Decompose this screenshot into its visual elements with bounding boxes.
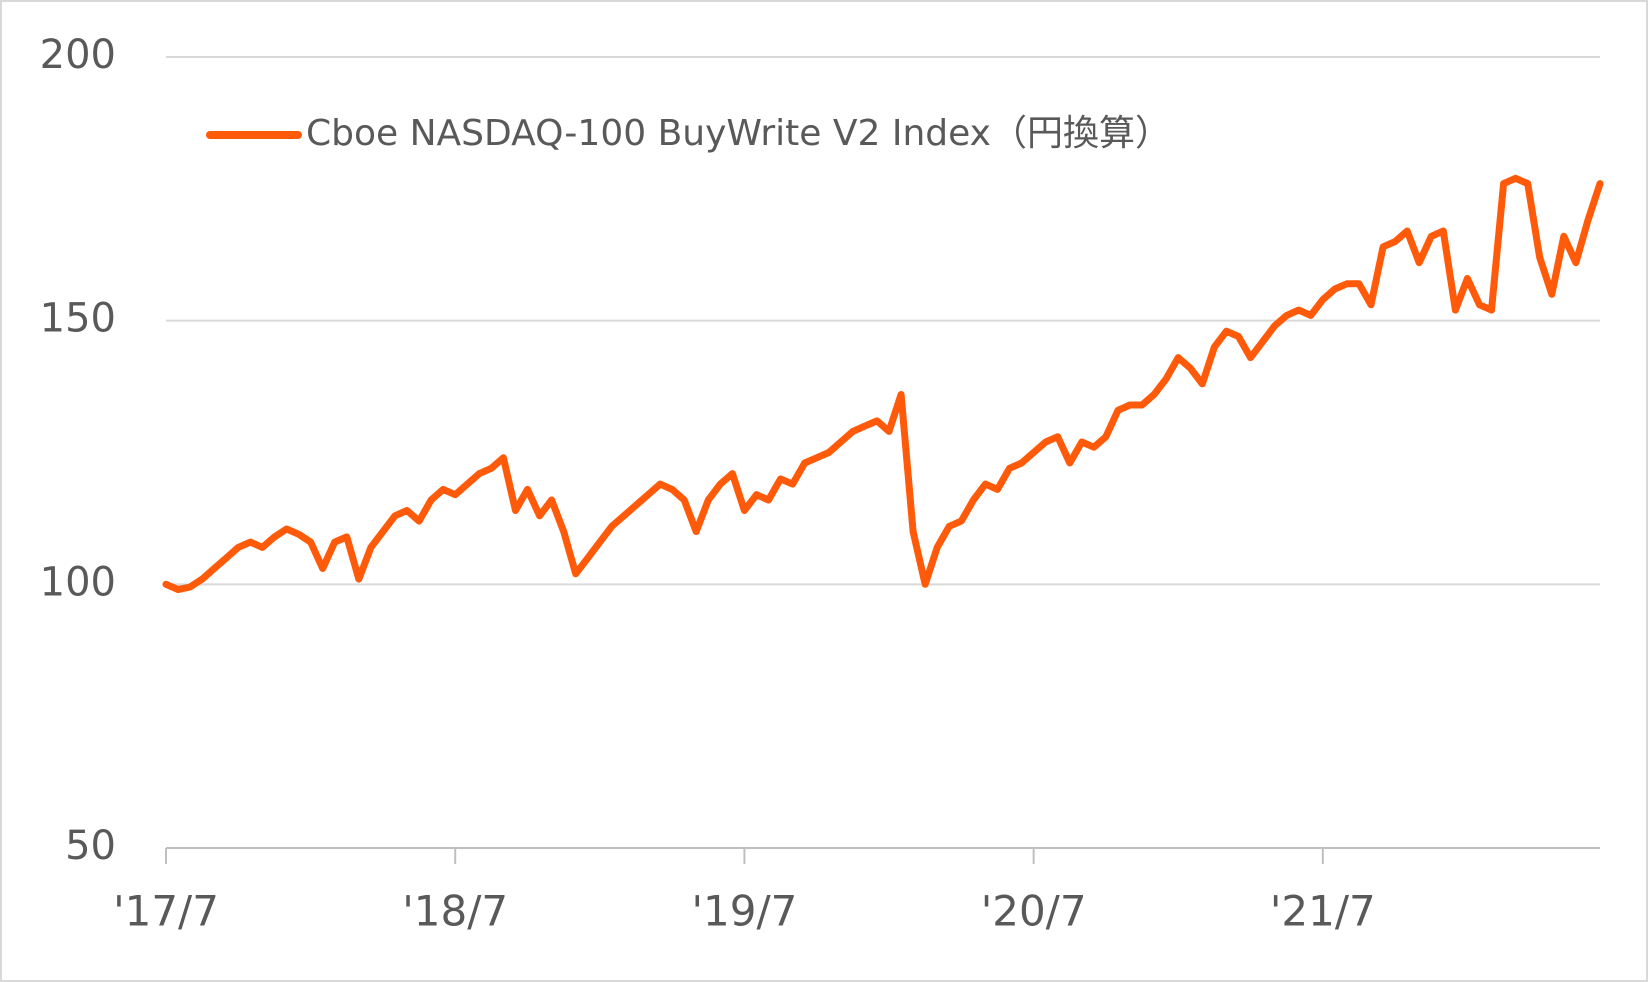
x-tick-label: '20/7	[981, 887, 1087, 936]
x-tick-label: '17/7	[113, 887, 219, 936]
data-line	[162, 174, 1604, 594]
y-tick-label: 50	[65, 823, 116, 869]
x-tick-label: '19/7	[691, 887, 797, 936]
y-tick-label: 150	[40, 296, 116, 342]
y-tick-label: 200	[40, 32, 116, 78]
x-tick-label: '21/7	[1270, 887, 1376, 936]
y-tick-label: 100	[40, 559, 116, 605]
legend-label: Cboe NASDAQ-100 BuyWrite V2 Index（円換算）	[306, 113, 1171, 154]
x-tick-label: '18/7	[402, 887, 508, 936]
